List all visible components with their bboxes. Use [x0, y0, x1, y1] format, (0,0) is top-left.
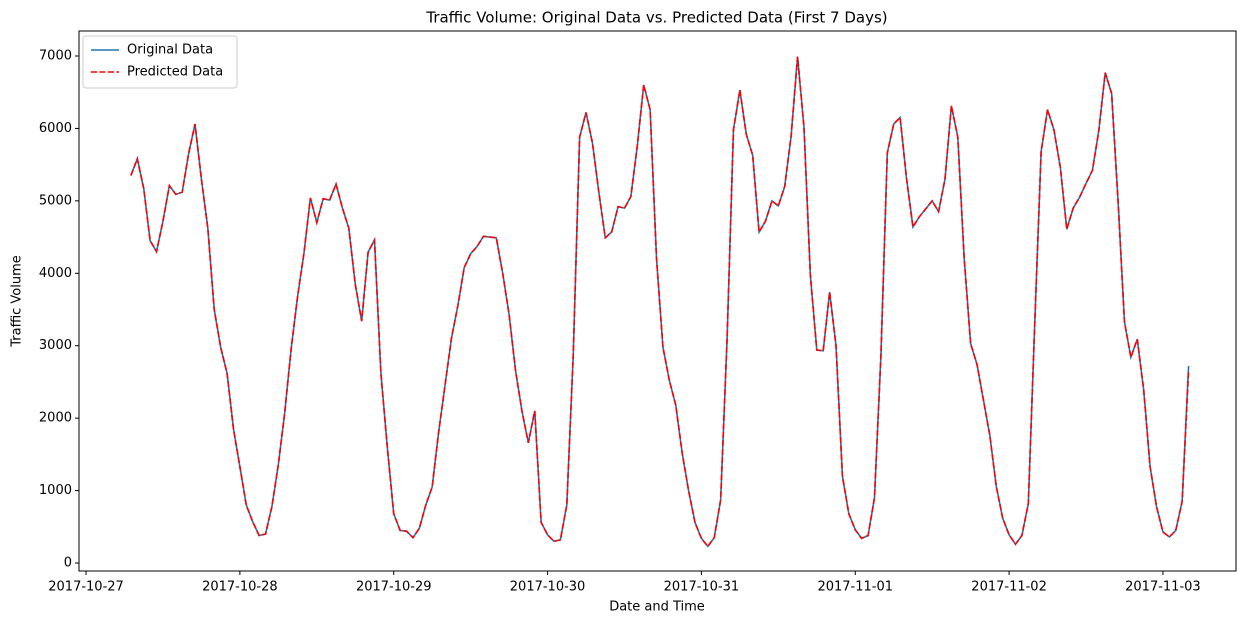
series-line — [130, 56, 1190, 548]
x-axis-label: Date and Time — [609, 600, 705, 615]
y-tick-label: 6000 — [39, 121, 72, 136]
plot-frame — [78, 30, 1237, 572]
y-axis-label: Traffic Volume — [10, 255, 25, 348]
legend-label: Original Data — [127, 43, 213, 58]
x-tick-label: 2017-10-29 — [356, 580, 432, 595]
x-tick-label: 2017-10-31 — [664, 580, 740, 595]
x-tick-label: 2017-10-27 — [48, 580, 124, 595]
y-tick-label: 3000 — [39, 338, 72, 353]
y-tick-label: 1000 — [39, 483, 72, 498]
y-tick-label: 0 — [64, 556, 72, 571]
x-tick-label: 2017-11-03 — [1125, 580, 1201, 595]
legend-label: Predicted Data — [127, 65, 223, 80]
x-tick-label: 2017-11-02 — [971, 580, 1047, 595]
x-tick-label: 2017-10-30 — [510, 580, 586, 595]
x-tick-label: 2017-10-28 — [202, 580, 278, 595]
y-tick-label: 2000 — [39, 411, 72, 426]
y-tick-label: 7000 — [39, 48, 72, 63]
y-tick-label: 4000 — [39, 266, 72, 281]
legend-box — [82, 35, 238, 89]
x-tick-label: 2017-11-01 — [817, 580, 893, 595]
chart-title: Traffic Volume: Original Data vs. Predic… — [425, 9, 887, 27]
y-tick-label: 5000 — [39, 193, 72, 208]
